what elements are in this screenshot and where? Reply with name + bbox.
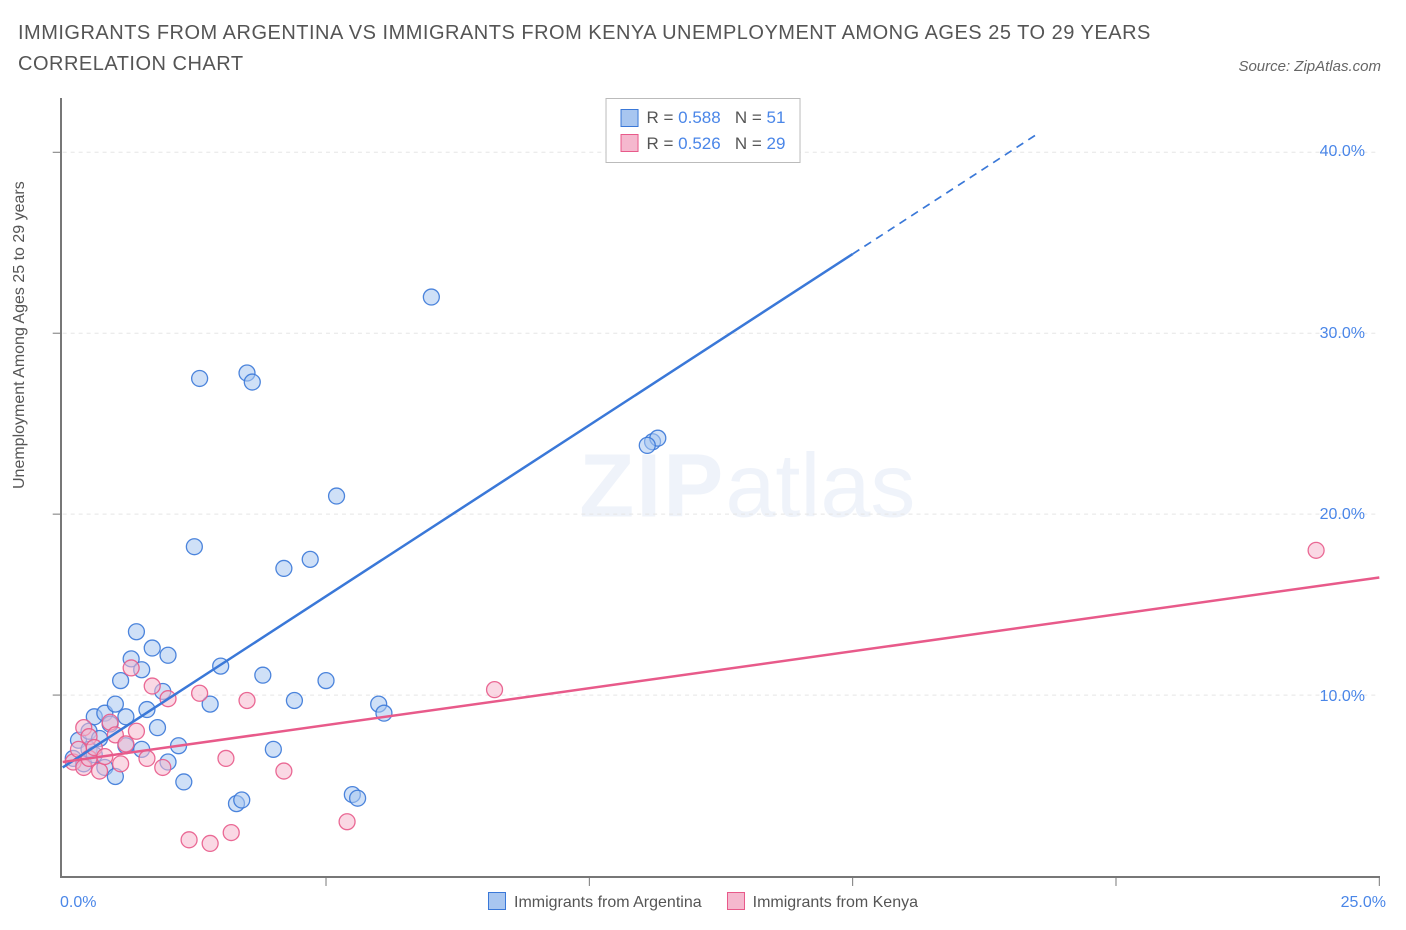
legend-swatch (488, 892, 506, 910)
legend-item: Immigrants from Kenya (727, 892, 918, 912)
source-attribution: Source: ZipAtlas.com (1238, 58, 1381, 75)
stats-row: R = 0.588 N = 51 (621, 105, 786, 131)
y-tick-label: 10.0% (1320, 688, 1365, 706)
stats-row: R = 0.526 N = 29 (621, 131, 786, 157)
plot-area: ZIPatlas 10.0%20.0%30.0%40.0% (60, 98, 1380, 878)
y-axis-label: Unemployment Among Ages 25 to 29 years (11, 181, 29, 489)
stats-legend-box: R = 0.588 N = 51R = 0.526 N = 29 (606, 98, 801, 163)
legend-swatch (621, 134, 639, 152)
y-tick-label: 20.0% (1320, 506, 1365, 524)
legend-label: Immigrants from Argentina (514, 894, 702, 911)
legend-swatch (727, 892, 745, 910)
legend-item: Immigrants from Argentina (488, 892, 702, 912)
x-axis-max-label: 25.0% (1341, 894, 1386, 912)
y-tick-label: 40.0% (1320, 143, 1365, 161)
y-tick-label: 30.0% (1320, 325, 1365, 343)
legend-label: Immigrants from Kenya (753, 894, 918, 911)
bottom-legend: Immigrants from Argentina Immigrants from… (488, 892, 918, 912)
chart-title: IMMIGRANTS FROM ARGENTINA VS IMMIGRANTS … (18, 18, 1226, 80)
chart-canvas (62, 98, 1380, 876)
x-axis-min-label: 0.0% (60, 894, 96, 912)
legend-swatch (621, 109, 639, 127)
